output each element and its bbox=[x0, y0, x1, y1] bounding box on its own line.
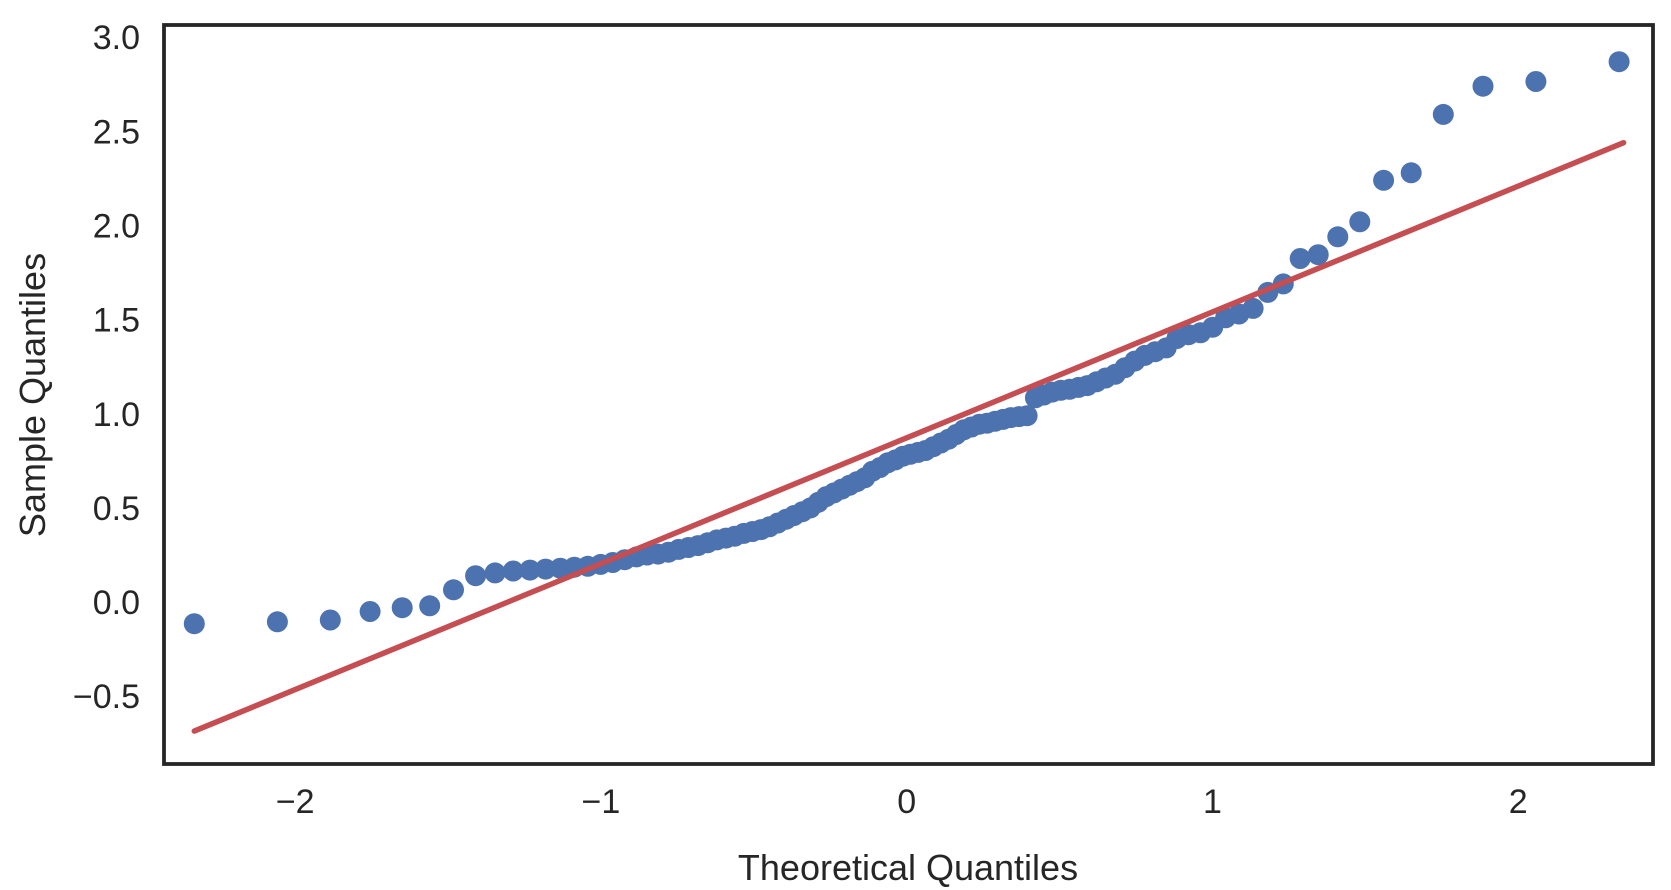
data-point bbox=[319, 609, 341, 631]
data-point bbox=[419, 595, 441, 617]
x-axis-label: Theoretical Quantiles bbox=[738, 847, 1078, 888]
data-point bbox=[1307, 244, 1329, 266]
y-tick-label: 0.0 bbox=[93, 584, 140, 622]
x-tick-label: −1 bbox=[582, 783, 621, 821]
y-tick-labels: −0.5 0.0 0.5 1.0 1.5 2.0 2.5 3.0 bbox=[73, 19, 140, 716]
x-tick-label: 0 bbox=[897, 783, 916, 821]
y-tick-label: 0.5 bbox=[93, 490, 140, 528]
scatter-points-layer bbox=[183, 51, 1630, 635]
x-tick-label: −2 bbox=[276, 783, 315, 821]
y-tick-label: 1.0 bbox=[93, 396, 140, 434]
fit-line bbox=[191, 139, 1627, 734]
data-point bbox=[519, 559, 541, 581]
y-tick-label: 2.0 bbox=[93, 208, 140, 246]
x-tick-label: 1 bbox=[1203, 783, 1222, 821]
y-tick-label: 1.5 bbox=[93, 302, 140, 340]
y-tick-label: 2.5 bbox=[93, 113, 140, 151]
y-tick-label: −0.5 bbox=[73, 678, 140, 716]
fit-line-layer bbox=[191, 139, 1627, 734]
data-point bbox=[1373, 169, 1395, 191]
x-tick-label: 2 bbox=[1509, 783, 1528, 821]
data-point bbox=[465, 565, 487, 587]
data-point bbox=[502, 560, 524, 582]
data-point bbox=[359, 601, 381, 622]
data-point bbox=[1016, 405, 1038, 427]
data-point bbox=[1400, 162, 1422, 184]
data-point bbox=[266, 611, 288, 633]
data-point bbox=[443, 579, 464, 601]
data-point bbox=[1349, 211, 1371, 233]
data-point bbox=[1327, 226, 1349, 248]
data-point bbox=[1472, 75, 1494, 97]
x-tick-labels: −2 −1 0 1 2 bbox=[276, 783, 1528, 821]
data-point bbox=[484, 562, 506, 584]
data-point bbox=[1432, 103, 1454, 125]
data-point bbox=[1289, 248, 1311, 269]
data-point bbox=[1242, 297, 1264, 319]
data-point bbox=[183, 613, 205, 635]
y-axis-label: Sample Quantiles bbox=[12, 253, 53, 537]
data-point bbox=[391, 597, 413, 619]
data-point bbox=[1608, 51, 1630, 73]
plot-border bbox=[162, 23, 1655, 766]
y-tick-label: 3.0 bbox=[93, 19, 140, 57]
data-point bbox=[1525, 71, 1547, 92]
axes-frame-layer bbox=[162, 23, 1655, 766]
